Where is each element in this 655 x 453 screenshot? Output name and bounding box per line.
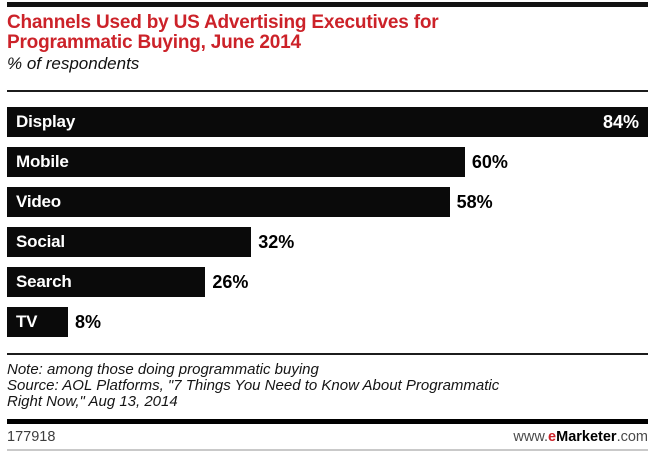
bar-category-label: TV [16, 312, 38, 331]
logo-brand: Marketer [556, 429, 617, 445]
bar: TV [7, 307, 69, 337]
source-line-1: Source: AOL Platforms, "7 Things You Nee… [7, 377, 500, 394]
bar-category-label: Search [16, 272, 72, 291]
bar-value-label: 58% [456, 191, 493, 212]
bar-value-label-inside: 84% [602, 111, 639, 132]
header-divider [7, 90, 648, 92]
bar-category-label: Mobile [16, 152, 69, 171]
chart-title-line2: Programmatic Buying, June 2014 [7, 32, 301, 53]
bar: Video [7, 187, 450, 217]
logo-com: .com [616, 429, 648, 445]
bottom-rule [7, 419, 648, 424]
bar-value-label: 8% [75, 311, 102, 332]
bar-chart: Display 84% Mobile 60% Video 58% Social … [7, 107, 648, 337]
top-rule [7, 2, 648, 7]
chart-notes: Note: among those doing programmatic buy… [7, 362, 648, 410]
bar-value-label: 32% [258, 231, 295, 252]
chart-footer-row: 177918 www.eMarketer.com [7, 429, 648, 446]
bar-category-label: Social [16, 232, 65, 251]
logo-e: e [548, 429, 557, 445]
bar-value-label: 60% [471, 151, 508, 172]
bar: Social [7, 227, 252, 257]
bar-row: Video 58% [7, 187, 648, 217]
logo-www: www. [513, 429, 549, 445]
chart-title-line1: Channels Used by US Advertising Executiv… [7, 12, 439, 33]
bar-category-label: Display [16, 112, 76, 131]
chart-subtitle: % of respondents [7, 54, 140, 73]
bar-value-label: 26% [212, 271, 249, 292]
chart-id: 177918 [7, 429, 56, 445]
bottom-edge [7, 449, 648, 451]
footer-divider [7, 353, 648, 355]
source-line-2: Right Now," Aug 13, 2014 [7, 393, 178, 410]
bar: Display 84% [7, 107, 648, 137]
emarketer-logo: www.eMarketer.com [513, 429, 648, 446]
bar-row: Display 84% [7, 107, 648, 137]
bar-row: Mobile 60% [7, 147, 648, 177]
chart-title: Channels Used by US Advertising Executiv… [7, 13, 648, 53]
bar: Mobile [7, 147, 465, 177]
note-line: Note: among those doing programmatic buy… [7, 361, 319, 378]
bar: Search [7, 267, 206, 297]
bar-category-label: Video [16, 192, 61, 211]
bar-row: Social 32% [7, 227, 648, 257]
bar-row: Search 26% [7, 267, 648, 297]
bar-row: TV 8% [7, 307, 648, 337]
